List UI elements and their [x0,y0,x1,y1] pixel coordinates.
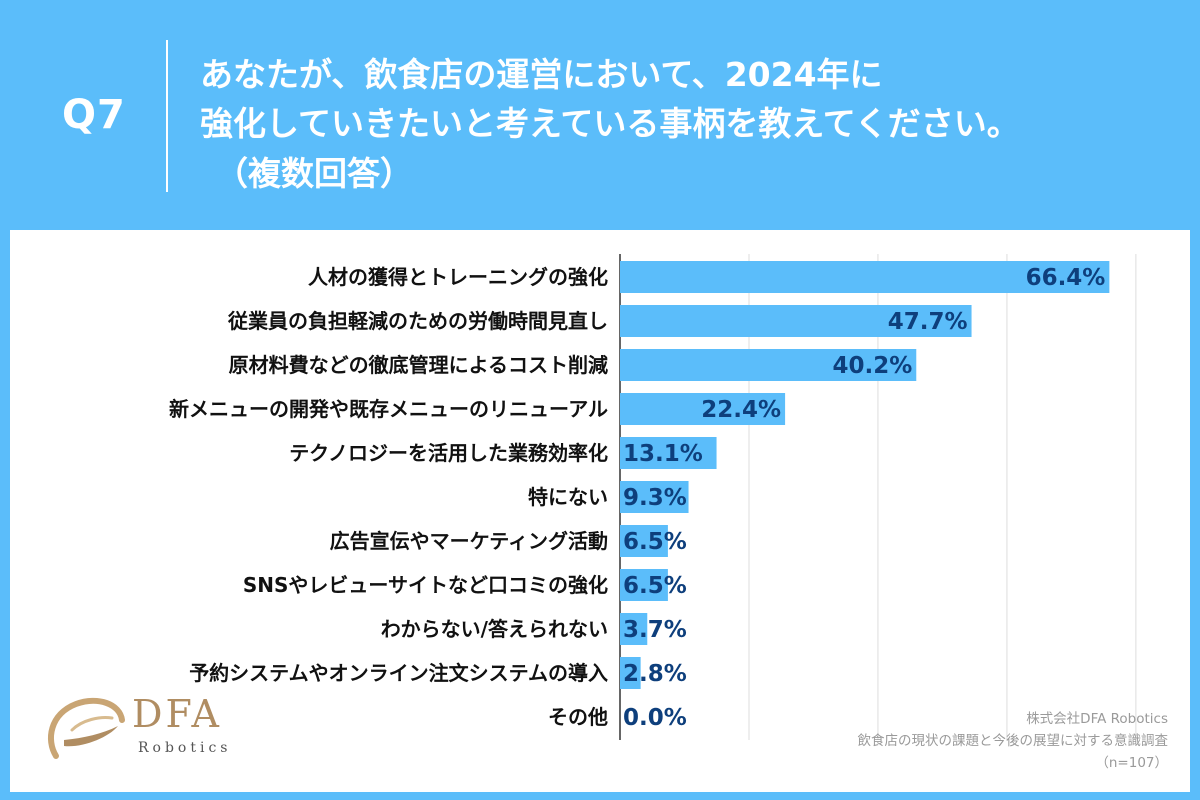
value-label: 2.8% [623,661,687,687]
header-divider [166,40,168,192]
chart-panel: 人材の獲得とトレーニングの強化 66.4% 従業員の負担軽減のための労働時間見直し 4… [10,230,1190,792]
question-text-line-2: 強化していきたいと考えている事柄を教えてください。 [200,104,1020,143]
question-header: Q7 あなたが、飲食店の運営において、2024年に 強化していきたいと考えている… [0,0,1200,228]
dfa-emblem-icon [47,697,125,759]
source-sample-size: （n=107） [1095,755,1168,771]
bar [620,349,917,381]
value-label: 3.7% [623,617,687,643]
value-label: 66.4% [1026,265,1106,291]
source-company: 株式会社DFA Robotics [1026,711,1168,727]
category-label: わからない/答えられない [381,617,608,641]
source-survey: 飲食店の現状の課題と今後の展望に対する意識調査 [857,733,1169,749]
category-label: 広告宣伝やマーケティング活動 [330,529,608,553]
category-label: 特にない [528,485,608,509]
bar [620,481,689,513]
bar [620,393,786,425]
bar [620,525,668,557]
logo-brand-text: DFA [132,692,222,736]
value-label: 22.4% [701,397,781,423]
value-label: 47.7% [888,309,968,335]
value-label: 13.1% [623,441,703,467]
question-text-line-3: （複数回答） [215,154,413,193]
question-number: Q7 [62,92,126,138]
value-label: 6.5% [623,573,687,599]
category-label: 従業員の負担軽減のための労働時間見直し [227,309,608,333]
value-label: 40.2% [832,353,912,379]
bar [620,261,1110,293]
question-text-line-1: あなたが、飲食店の運営において、2024年に [200,55,883,94]
category-label: テクノロジーを活用した業務効率化 [289,441,608,465]
value-label: 6.5% [623,529,687,555]
bar [620,305,972,337]
category-label: その他 [548,705,608,729]
bar [620,657,641,689]
category-label: 予約システムやオンライン注文システムの導入 [189,661,608,685]
category-label: 原材料費などの徹底管理によるコスト削減 [229,353,608,377]
source-note: 株式会社DFA Robotics 飲食店の現状の課題と今後の展望に対する意識調査… [858,708,1169,774]
bar-chart: 人材の獲得とトレーニングの強化 66.4% 従業員の負担軽減のための労働時間見直し 4… [169,254,1137,740]
logo-sub-text: Robotics [138,740,232,756]
bar [620,613,648,645]
value-label: 9.3% [623,485,687,511]
dfa-robotics-logo: DFA Robotics [42,686,272,776]
bar [620,569,668,601]
bar [620,437,717,469]
category-label: 新メニューの開発や既存メニューのリニューアル [169,397,608,421]
value-label: 0.0% [623,705,687,731]
category-label: SNSやレビューサイトなど口コミの強化 [243,573,608,597]
category-label: 人材の獲得とトレーニングの強化 [308,265,608,289]
